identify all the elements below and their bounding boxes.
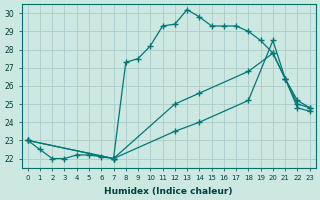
X-axis label: Humidex (Indice chaleur): Humidex (Indice chaleur) [104,187,233,196]
